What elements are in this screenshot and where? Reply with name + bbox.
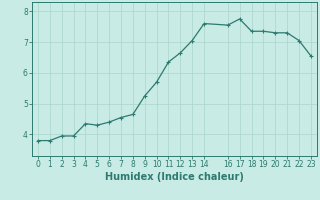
X-axis label: Humidex (Indice chaleur): Humidex (Indice chaleur) <box>105 172 244 182</box>
